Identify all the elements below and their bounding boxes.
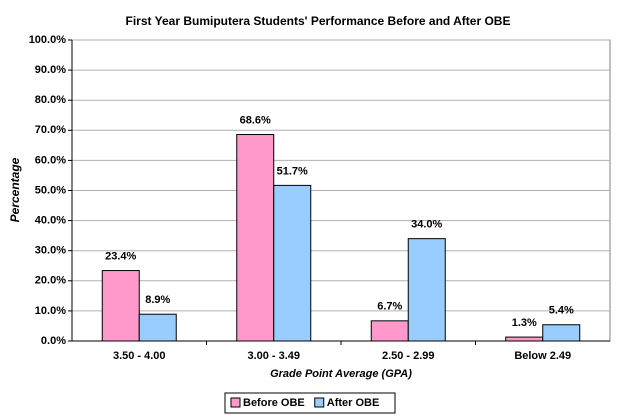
bar [407, 238, 446, 342]
legend-swatch [314, 397, 325, 408]
x-axis-title: Grade Point Average (GPA) [270, 368, 412, 380]
y-tick-label: 10.0% [35, 305, 66, 317]
y-tick-label: 80.0% [35, 94, 66, 106]
bar [101, 270, 140, 342]
y-tick-label: 0.0% [41, 335, 66, 347]
y-tick-label: 70.0% [35, 124, 66, 136]
y-tick-label: 50.0% [35, 184, 66, 196]
y-tick-label: 40.0% [35, 215, 66, 227]
bar [273, 184, 312, 342]
value-label: 1.3% [512, 317, 537, 329]
x-tick-label: 2.50 - 2.99 [382, 350, 435, 362]
value-label: 23.4% [105, 250, 136, 262]
value-label: 51.7% [277, 165, 308, 177]
y-axis-title: Percentage [8, 157, 22, 222]
legend-label: Before OBE [243, 397, 305, 409]
x-tick-label: 3.00 - 3.49 [247, 350, 300, 362]
value-label: 34.0% [411, 219, 442, 231]
value-label: 8.9% [145, 294, 170, 306]
bar [370, 320, 409, 342]
value-label: 68.6% [240, 114, 271, 126]
y-tick-label: 30.0% [35, 245, 66, 257]
value-label: 6.7% [377, 301, 402, 313]
y-tick-label: 20.0% [35, 275, 66, 287]
y-tick-label: 90.0% [35, 64, 66, 76]
x-tick-label: 3.50 - 4.00 [113, 350, 166, 362]
y-tick-label: 60.0% [35, 154, 66, 166]
legend-label: After OBE [327, 397, 380, 409]
legend-box [224, 392, 396, 414]
bar [236, 134, 275, 342]
y-tick-label: 100.0% [29, 34, 67, 46]
value-label: 5.4% [549, 305, 574, 317]
chart-title: First Year Bumiputera Students' Performa… [126, 14, 511, 28]
bar [542, 324, 581, 342]
x-tick-label: Below 2.49 [514, 350, 571, 362]
legend-swatch [230, 397, 241, 408]
bar [505, 336, 544, 342]
bar [138, 313, 177, 342]
